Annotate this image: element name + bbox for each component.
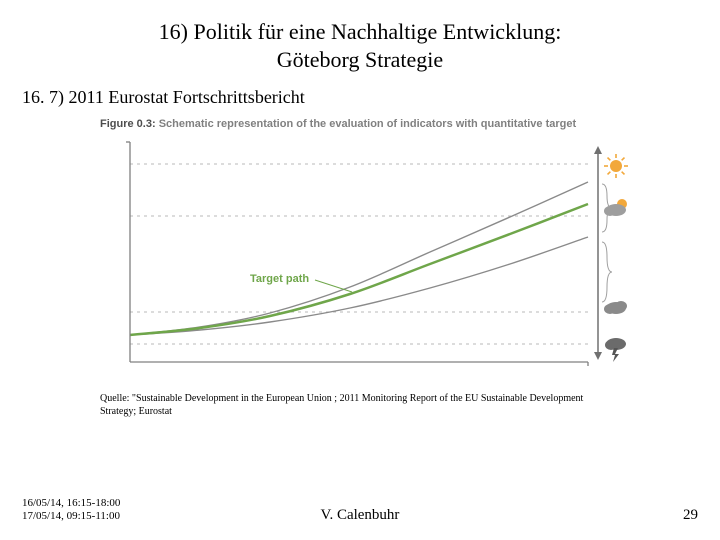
figure-caption-text: Schematic representation of the evaluati… [159,118,576,130]
section-subheading: 16. 7) 2011 Eurostat Fortschrittsbericht [0,73,720,114]
storm-icon [605,338,626,362]
figure-caption: Figure 0.3: Schematic representation of … [100,118,650,130]
sun-icon [604,154,628,178]
footer-page-number: 29 [683,507,698,524]
slide-title: 16) Politik für eine Nachhaltige Entwick… [0,0,720,73]
source-citation: Quelle: "Sustainable Development in the … [0,387,720,418]
cloud-icon [604,301,627,314]
figure-container: Figure 0.3: Schematic representation of … [0,114,720,387]
title-line-2: Göteborg Strategie [277,47,443,72]
slide-footer: 16/05/14, 16:15-18:00 17/05/14, 09:15-11… [0,497,720,525]
figure-caption-label: Figure 0.3: [100,118,156,130]
svg-text:Target path: Target path [250,273,309,285]
schematic-chart: Target path [100,132,640,387]
footer-author: V. Calenbuhr [0,507,720,524]
title-line-1: 16) Politik für eine Nachhaltige Entwick… [159,19,562,44]
